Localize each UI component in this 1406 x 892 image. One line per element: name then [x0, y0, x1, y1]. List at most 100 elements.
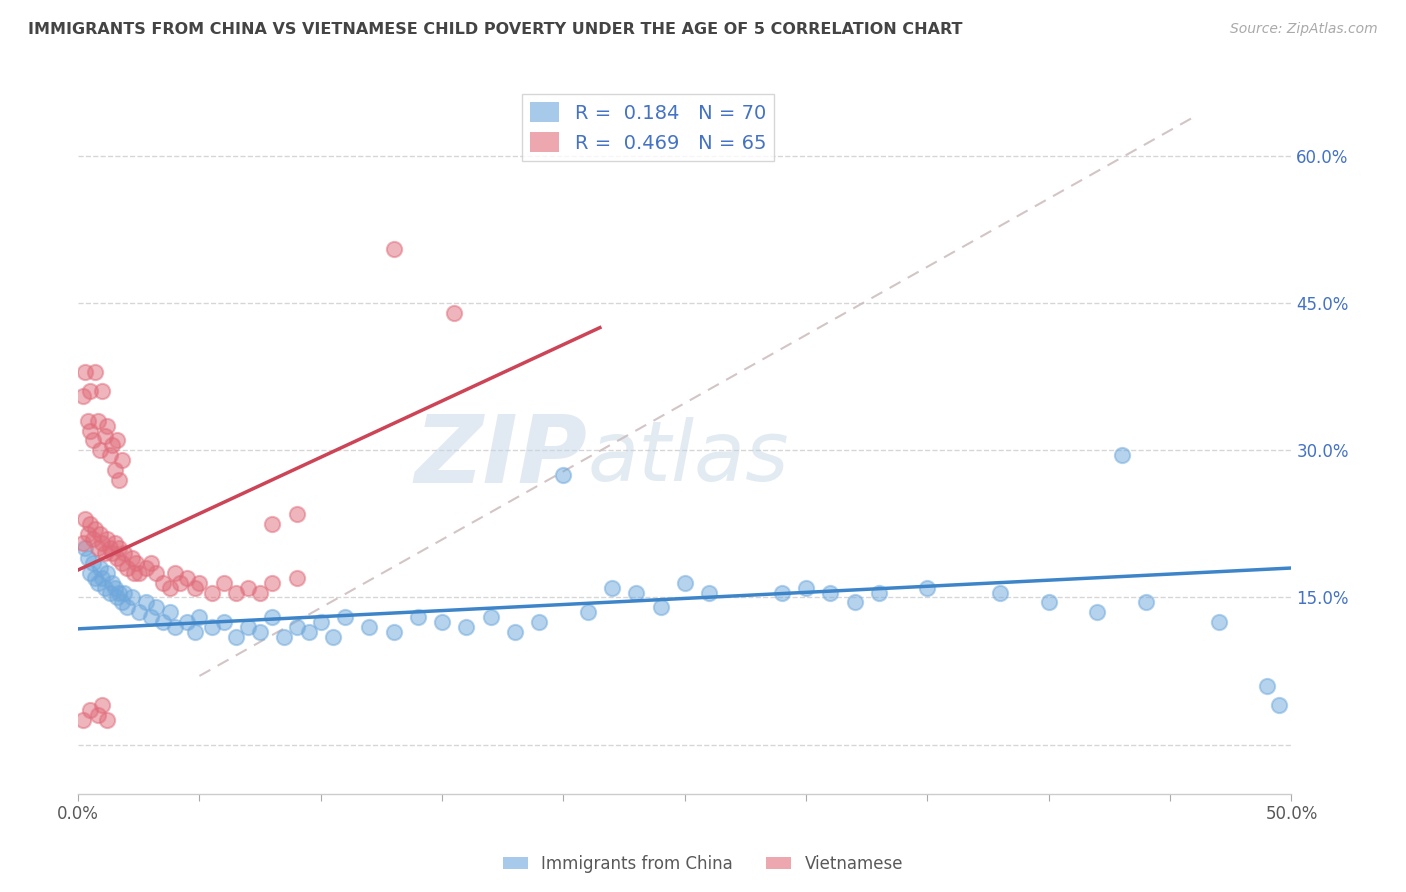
Point: [183, 624, 205, 639]
Point: [600, 581, 623, 595]
Point: [553, 467, 575, 482]
Point: [145, 600, 167, 615]
Point: [128, 605, 150, 619]
Point: [988, 585, 1011, 599]
Point: [103, 463, 125, 477]
Point: [820, 585, 842, 599]
Legend: Immigrants from China, Vietnamese: Immigrants from China, Vietnamese: [496, 848, 910, 880]
Text: ZIP: ZIP: [415, 411, 588, 503]
Point: [212, 575, 235, 590]
Point: [917, 581, 939, 595]
Point: [112, 546, 135, 560]
Point: [121, 551, 143, 566]
Point: [285, 571, 308, 585]
Point: [91, 698, 114, 713]
Point: [159, 605, 181, 619]
Point: [84, 522, 107, 536]
Point: [79, 384, 101, 399]
Point: [89, 526, 111, 541]
Point: [169, 575, 191, 590]
Point: [262, 610, 284, 624]
Point: [225, 585, 247, 599]
Point: [98, 541, 121, 556]
Point: [122, 566, 145, 580]
Point: [86, 414, 108, 428]
Point: [96, 418, 118, 433]
Point: [285, 507, 308, 521]
Point: [145, 566, 167, 580]
Point: [76, 526, 98, 541]
Point: [152, 575, 174, 590]
Point: [111, 453, 134, 467]
Text: Source: ZipAtlas.com: Source: ZipAtlas.com: [1230, 22, 1378, 37]
Point: [359, 620, 381, 634]
Point: [86, 541, 108, 556]
Point: [79, 516, 101, 531]
Point: [72, 536, 94, 550]
Point: [443, 306, 465, 320]
Point: [382, 242, 405, 256]
Point: [794, 581, 817, 595]
Point: [159, 581, 181, 595]
Point: [135, 595, 157, 609]
Point: [844, 595, 866, 609]
Point: [76, 414, 98, 428]
Point: [165, 620, 187, 634]
Point: [125, 556, 148, 570]
Point: [94, 581, 117, 595]
Point: [101, 438, 124, 452]
Point: [105, 551, 128, 566]
Point: [1208, 615, 1230, 629]
Point: [101, 546, 124, 560]
Point: [75, 541, 97, 556]
Point: [262, 575, 284, 590]
Point: [101, 575, 124, 590]
Point: [98, 585, 121, 599]
Point: [262, 516, 284, 531]
Point: [79, 424, 101, 438]
Point: [115, 600, 138, 615]
Point: [79, 566, 101, 580]
Point: [479, 610, 502, 624]
Point: [115, 561, 138, 575]
Point: [84, 365, 107, 379]
Point: [576, 605, 599, 619]
Point: [75, 512, 97, 526]
Point: [139, 610, 162, 624]
Point: [96, 532, 118, 546]
Point: [1268, 698, 1291, 713]
Point: [1038, 595, 1060, 609]
Point: [273, 630, 295, 644]
Point: [121, 591, 143, 605]
Point: [139, 556, 162, 570]
Point: [96, 566, 118, 580]
Point: [103, 581, 125, 595]
Point: [84, 571, 107, 585]
Point: [527, 615, 550, 629]
Point: [94, 428, 117, 442]
Point: [1256, 679, 1278, 693]
Point: [626, 585, 648, 599]
Point: [108, 585, 131, 599]
Point: [82, 556, 104, 570]
Point: [176, 571, 198, 585]
Point: [1085, 605, 1108, 619]
Point: [1135, 595, 1157, 609]
Point: [135, 561, 157, 575]
Point: [225, 630, 247, 644]
Point: [650, 600, 672, 615]
Point: [430, 615, 453, 629]
Point: [183, 581, 205, 595]
Point: [79, 703, 101, 717]
Point: [89, 561, 111, 575]
Point: [236, 581, 259, 595]
Point: [98, 448, 121, 462]
Point: [673, 575, 696, 590]
Point: [75, 365, 97, 379]
Point: [103, 536, 125, 550]
Point: [200, 585, 222, 599]
Point: [236, 620, 259, 634]
Point: [503, 624, 526, 639]
Point: [1111, 448, 1133, 462]
Point: [94, 546, 117, 560]
